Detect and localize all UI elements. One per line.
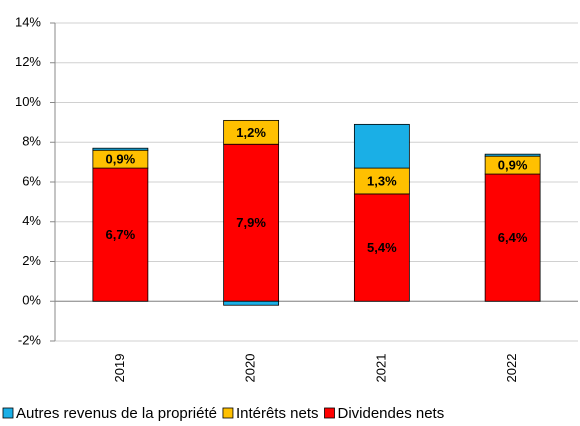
bar-segment [92,147,149,151]
x-tick-label: 2020 [243,354,258,383]
y-tick-label: 8% [22,134,41,149]
y-tick-label: 10% [15,94,41,109]
bar-segment [484,153,541,157]
bar-segment [353,123,410,169]
legend-label: Autres revenus de la propriété [16,405,217,422]
y-tick-label: 0% [22,293,41,308]
value-label: 1,3% [367,173,397,188]
value-label: 1,2% [236,125,266,140]
y-tick-label: 12% [15,54,41,69]
value-label: 0,9% [498,158,528,173]
legend-marker [2,407,14,419]
x-tick-label: 2021 [373,354,388,383]
value-label-bg [365,173,400,189]
value-label-bg [365,240,400,256]
y-tick-label: 4% [22,213,41,228]
y-tick-label: 2% [22,253,41,268]
value-label-bg [103,151,138,167]
value-label: 0,9% [106,152,136,167]
value-label-bg [234,215,269,231]
bar-segment [223,300,280,306]
y-tick-label: 14% [15,14,41,29]
bar-segment [353,167,410,195]
value-label: 6,7% [106,227,136,242]
x-tick-label: 2019 [112,354,127,383]
value-label: 5,4% [367,240,397,255]
value-label: 7,9% [236,215,266,230]
value-label-bg [495,230,530,246]
value-label-bg [234,124,269,140]
y-tick-label: -2% [18,332,42,347]
legend-marker [324,407,335,419]
y-tick-label: 6% [22,173,41,188]
value-label-bg [495,157,530,173]
legend-label: Dividendes nets [338,405,445,422]
legend-label: Intérêts nets [236,405,319,422]
value-label-bg [103,227,138,243]
value-label: 6,4% [498,230,528,245]
x-tick-label: 2022 [504,354,519,383]
legend-marker [222,407,234,419]
